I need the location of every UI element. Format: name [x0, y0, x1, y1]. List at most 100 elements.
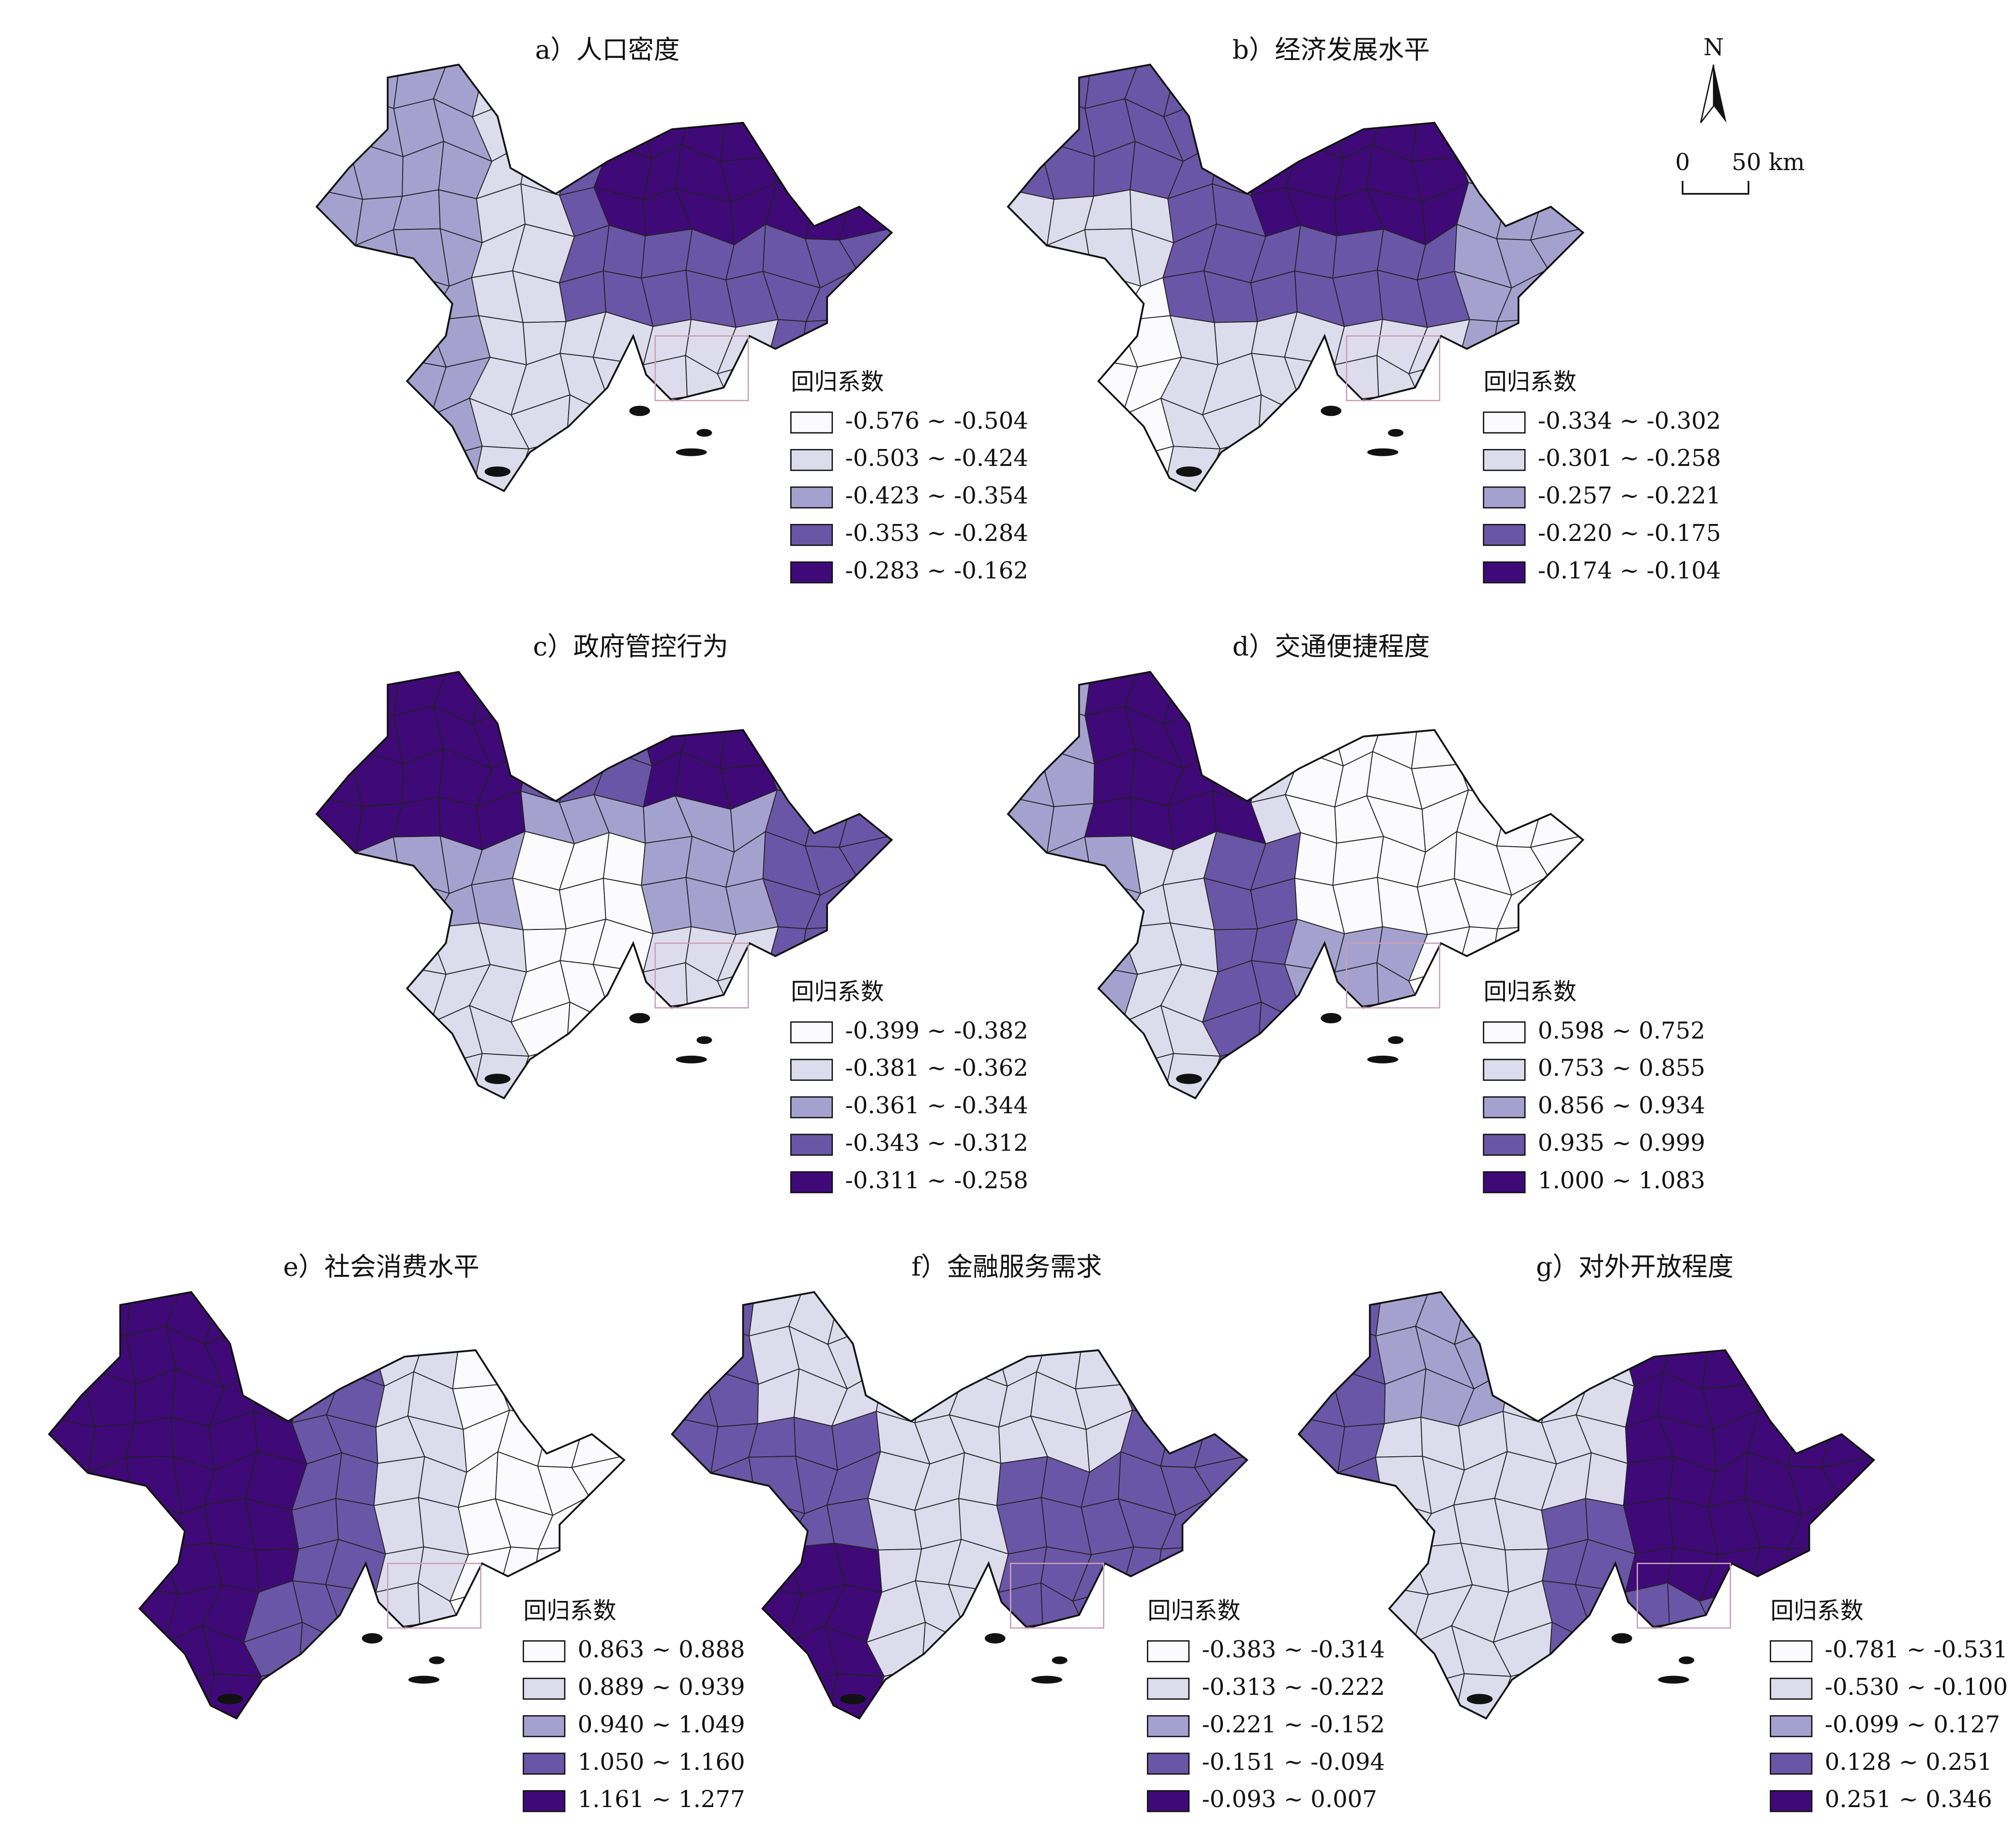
region	[355, 919, 410, 978]
island	[1678, 1656, 1695, 1664]
region	[1008, 702, 1047, 763]
region	[49, 1503, 93, 1550]
island	[361, 1633, 383, 1644]
region	[354, 672, 400, 717]
region	[1048, 397, 1096, 455]
region	[1251, 102, 1303, 156]
map-outline	[1007, 63, 1585, 493]
region	[993, 1624, 1043, 1681]
scale-end: 50 km	[1731, 149, 1805, 176]
island	[1658, 1675, 1689, 1684]
region	[712, 1587, 766, 1637]
legend-title: 回归系数	[524, 1597, 617, 1624]
panel-title: d）交通便捷程度	[1233, 631, 1430, 662]
region	[499, 1324, 550, 1386]
region	[1701, 1334, 1758, 1390]
legend-label: -0.221 ~ -0.152	[1202, 1711, 1385, 1738]
region	[724, 1005, 772, 1063]
region	[1831, 1546, 1874, 1596]
region	[316, 319, 360, 371]
region	[1489, 926, 1549, 977]
region	[573, 1372, 624, 1422]
inset-frame	[1346, 335, 1441, 402]
region	[726, 64, 776, 115]
legend-swatch	[790, 561, 833, 583]
region	[1418, 672, 1468, 722]
region	[637, 672, 693, 721]
legend-label: -0.576 ~ -0.504	[845, 407, 1028, 434]
region	[637, 64, 693, 114]
region	[316, 95, 356, 155]
region	[1162, 1324, 1212, 1379]
region	[1008, 882, 1052, 929]
region	[204, 1292, 260, 1346]
region	[742, 1540, 802, 1595]
legend-label: 0.598 ~ 0.752	[1538, 1017, 1705, 1044]
region	[316, 702, 356, 763]
legend-swatch	[790, 1059, 833, 1081]
region	[598, 102, 653, 160]
region	[1369, 1059, 1424, 1098]
panel-title: g）对外开放程度	[1536, 1251, 1733, 1282]
region	[767, 97, 817, 158]
region	[1580, 1292, 1623, 1342]
island	[1321, 405, 1341, 416]
region	[827, 1292, 884, 1346]
region	[1298, 1546, 1342, 1599]
island	[696, 429, 712, 437]
legend-swatch	[790, 1096, 833, 1119]
region	[1033, 1679, 1087, 1719]
region	[1541, 672, 1583, 724]
region	[915, 1330, 967, 1384]
region	[316, 275, 360, 322]
legend-label: -0.334 ~ -0.302	[1538, 407, 1721, 434]
region	[1204, 1546, 1248, 1596]
region	[49, 1546, 92, 1599]
region	[437, 446, 483, 491]
region	[316, 404, 362, 455]
legend-swatch	[523, 1677, 566, 1700]
region	[807, 704, 856, 759]
region	[1490, 672, 1548, 725]
region	[370, 1624, 421, 1681]
region	[799, 672, 856, 725]
region	[1415, 442, 1471, 491]
legend-title: 回归系数	[1484, 978, 1577, 1005]
region	[1251, 672, 1298, 720]
region	[1411, 106, 1468, 162]
map-outline	[671, 1291, 1249, 1720]
region	[86, 1292, 133, 1337]
region	[1205, 1292, 1248, 1345]
region	[848, 268, 892, 329]
region	[1121, 1292, 1173, 1342]
panel-title: b）经济发展水平	[1233, 34, 1430, 65]
region	[1789, 1324, 1838, 1379]
legend-swatch	[1147, 1677, 1190, 1700]
region	[1532, 751, 1583, 802]
region	[1008, 95, 1047, 155]
legend-label: -0.174 ~ -0.104	[1538, 557, 1721, 584]
region	[292, 1666, 332, 1719]
region	[680, 672, 728, 719]
region	[1084, 835, 1142, 894]
legend-label: -0.353 ~ -0.284	[845, 520, 1028, 547]
region	[1046, 877, 1092, 929]
region	[459, 1292, 509, 1342]
region	[1540, 268, 1583, 329]
legend-title: 回归系数	[1771, 1597, 1864, 1624]
region	[748, 1455, 805, 1514]
region	[1048, 359, 1102, 409]
region	[1832, 1292, 1874, 1345]
region	[807, 138, 853, 194]
north-arrow-half	[1700, 64, 1715, 123]
island	[408, 1675, 439, 1684]
region	[316, 352, 360, 409]
legend-swatch	[523, 1715, 566, 1737]
region	[1620, 1624, 1670, 1681]
region	[680, 64, 728, 112]
region	[1822, 1328, 1874, 1378]
legend-label: -0.399 ~ -0.382	[845, 1017, 1028, 1044]
legend-swatch	[1483, 411, 1526, 434]
region	[1251, 438, 1291, 491]
region	[531, 1546, 590, 1597]
